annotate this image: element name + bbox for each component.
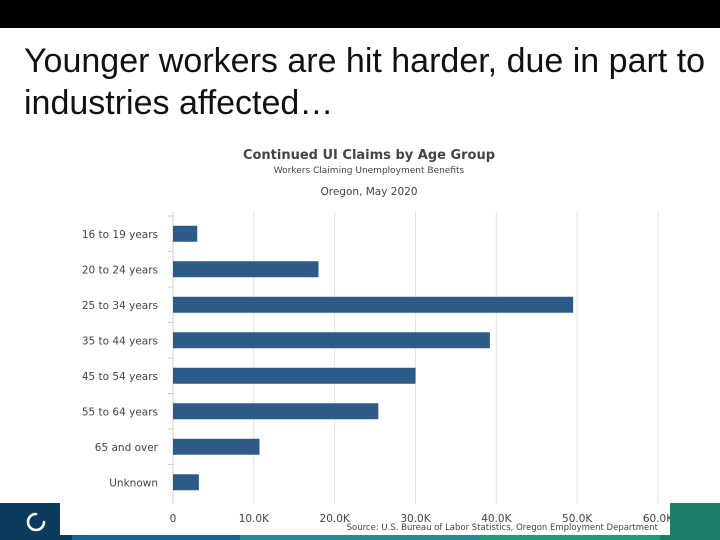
- x-tick-label: 10.0K: [239, 513, 270, 525]
- bar-chart: Continued UI Claims by Age Group Workers…: [82, 148, 670, 533]
- x-tick-label: 20.0K: [320, 513, 351, 525]
- x-tick-label: 30.0K: [400, 513, 431, 525]
- y-category-label: Unknown: [109, 477, 158, 489]
- x-tick-label: 0: [170, 513, 177, 525]
- y-category-label: 20 to 24 years: [82, 264, 158, 276]
- x-tick-label: 50.0K: [562, 513, 593, 525]
- chart: Continued UI Claims by Age Group Workers…: [60, 136, 670, 535]
- bar: [173, 474, 199, 491]
- circle-logo-icon: [0, 503, 72, 540]
- top-bar: [0, 0, 720, 28]
- footer-band-segment: [660, 503, 720, 540]
- y-category-label: 35 to 44 years: [82, 335, 158, 347]
- y-category-label: 16 to 19 years: [82, 229, 158, 241]
- chart-subtitle-location: Oregon, May 2020: [321, 186, 418, 198]
- chart-source: Source: U.S. Bureau of Labor Statistics,…: [347, 523, 659, 533]
- x-tick-label: 60.0K: [643, 513, 670, 525]
- slide-title: Younger workers are hit harder, due in p…: [24, 42, 706, 122]
- chart-subtitle: Workers Claiming Unemployment Benefits: [274, 166, 465, 176]
- bar: [173, 261, 319, 278]
- bar: [173, 438, 260, 455]
- bar: [173, 403, 379, 420]
- bar: [173, 332, 490, 349]
- bar: [173, 367, 416, 384]
- bar: [173, 225, 198, 242]
- y-category-label: 55 to 64 years: [82, 406, 158, 418]
- y-category-label: 65 and over: [95, 442, 159, 454]
- y-category-label: 45 to 54 years: [82, 371, 158, 383]
- bar: [173, 296, 574, 313]
- y-category-label: 25 to 34 years: [82, 300, 158, 312]
- x-tick-label: 40.0K: [481, 513, 512, 525]
- chart-title: Continued UI Claims by Age Group: [243, 148, 495, 163]
